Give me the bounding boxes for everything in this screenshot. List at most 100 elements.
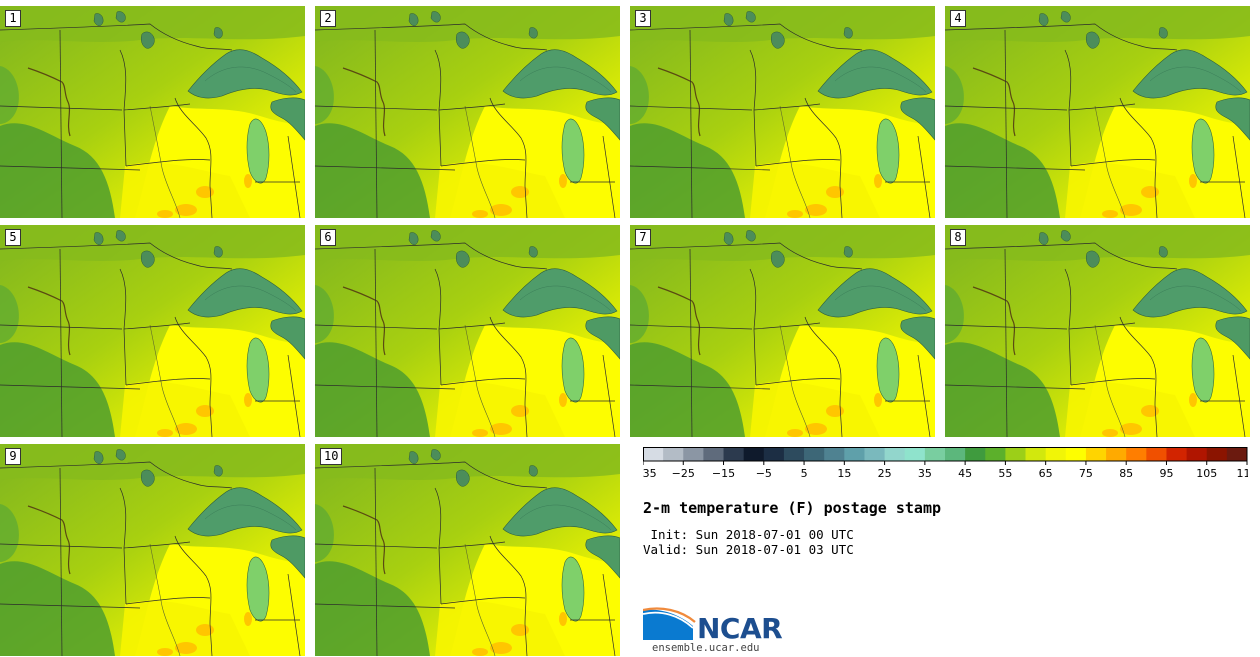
- colorbar-swatch: [1106, 447, 1127, 461]
- cool-north-band: [0, 6, 305, 42]
- lake-michigan: [561, 118, 585, 184]
- hot-spots: [1102, 174, 1197, 218]
- lake-huron: [585, 535, 620, 579]
- member-number-label: 1: [5, 10, 21, 27]
- colorbar-swatch: [824, 447, 845, 461]
- ncar-logo-icon: [643, 607, 696, 640]
- member-number-label: 2: [320, 10, 336, 27]
- colorbar-tick-label: 45: [958, 467, 972, 480]
- missouri-river: [27, 505, 71, 575]
- hot-spots: [157, 393, 252, 437]
- ncar-wordmark: NCAR: [697, 612, 783, 645]
- cool-north-band: [945, 6, 1250, 42]
- member-number-label: 5: [5, 229, 21, 246]
- lake-huron: [900, 97, 935, 141]
- colorbar-swatch: [1025, 447, 1047, 461]
- temperature-colorbar: −35 −25 −15 −5 5 15 25 35 45 55 65 75 85 95 105 115: [633, 447, 1258, 491]
- member-number-label: 4: [950, 10, 966, 27]
- political-borders: [0, 461, 301, 656]
- ensemble-member-map: 2: [315, 6, 620, 218]
- missouri-river: [27, 286, 71, 356]
- cool-southwest-region: [315, 561, 430, 656]
- lake-michigan: [561, 556, 585, 622]
- missouri-river: [972, 67, 1016, 137]
- colorbar-swatch: [844, 447, 865, 461]
- hot-spots: [472, 612, 567, 656]
- colorbar-swatch: [1166, 447, 1187, 461]
- lake-superior: [502, 487, 618, 537]
- lake-superior: [502, 268, 618, 318]
- cool-southwest-region: [315, 342, 430, 437]
- colorbar-swatch: [643, 447, 664, 461]
- colorbar-swatch: [1226, 447, 1248, 461]
- lake-michigan: [246, 337, 270, 403]
- colorbar-swatch: [1005, 447, 1026, 461]
- lake-superior: [187, 487, 303, 537]
- colorbar-tick-label: 35: [918, 467, 932, 480]
- political-borders: [315, 23, 616, 218]
- colorbar-swatch: [743, 447, 765, 461]
- lake-superior: [1132, 49, 1248, 99]
- hot-spots: [157, 612, 252, 656]
- lake-huron: [270, 316, 305, 360]
- cool-north-band: [315, 6, 620, 42]
- political-borders: [945, 242, 1246, 437]
- colorbar-tick-label: −5: [756, 467, 772, 480]
- lake-superior: [187, 268, 303, 318]
- colorbar-swatch: [723, 447, 745, 461]
- cool-southwest-region: [0, 123, 115, 218]
- colorbar-swatch: [884, 447, 906, 461]
- lake-huron: [270, 535, 305, 579]
- political-borders: [0, 23, 301, 218]
- political-borders: [315, 242, 616, 437]
- hot-spots: [1102, 393, 1197, 437]
- colorbar-border: [643, 447, 1248, 462]
- hot-spots: [472, 174, 567, 218]
- political-borders: [0, 242, 301, 437]
- colorbar-swatch: [924, 447, 946, 461]
- ensemble-member-map: 3: [630, 6, 935, 218]
- lake-superior: [817, 49, 933, 99]
- colorbar-swatch: [965, 447, 986, 461]
- missouri-river: [657, 286, 701, 356]
- hot-spots: [157, 174, 252, 218]
- colorbar-tick-label: 15: [837, 467, 851, 480]
- colorbar-tick-label: 85: [1119, 467, 1133, 480]
- colorbar-tick-label: −25: [672, 467, 695, 480]
- colorbar-tick-label: −35: [643, 467, 657, 480]
- political-borders: [630, 23, 931, 218]
- political-borders: [945, 23, 1246, 218]
- colorbar-swatch: [1126, 447, 1147, 461]
- cool-north-band: [0, 444, 305, 480]
- cool-north-band: [315, 444, 620, 480]
- colorbar-swatch: [663, 447, 684, 461]
- lake-michigan: [876, 337, 900, 403]
- missouri-river: [657, 67, 701, 137]
- colorbar-tick-label: −15: [712, 467, 735, 480]
- ncar-url: ensemble.ucar.edu: [652, 642, 760, 654]
- lake-superior: [1132, 268, 1248, 318]
- colorbar-swatch: [1146, 447, 1167, 461]
- missouri-river: [342, 67, 386, 137]
- colorbar-tick-label: 105: [1196, 467, 1217, 480]
- colorbar-tick-label: 75: [1079, 467, 1093, 480]
- political-borders: [315, 461, 616, 656]
- colorbar-swatch: [703, 447, 724, 461]
- cool-north-band: [945, 225, 1250, 261]
- lake-michigan: [1191, 118, 1215, 184]
- cool-southwest-region: [630, 123, 745, 218]
- lake-superior: [502, 49, 618, 99]
- chart-title: 2-m temperature (F) postage stamp: [643, 499, 942, 517]
- cool-southwest-region: [315, 123, 430, 218]
- cool-north-band: [630, 225, 935, 261]
- colorbar-swatch: [864, 447, 885, 461]
- lake-huron: [585, 316, 620, 360]
- missouri-river: [342, 505, 386, 575]
- cool-southwest-region: [0, 561, 115, 656]
- missouri-river: [972, 286, 1016, 356]
- ensemble-member-map: 9: [0, 444, 305, 656]
- colorbar-swatch: [904, 447, 926, 461]
- colorbar-swatch: [763, 447, 785, 461]
- ensemble-member-map: 4: [945, 6, 1250, 218]
- lake-michigan: [246, 556, 270, 622]
